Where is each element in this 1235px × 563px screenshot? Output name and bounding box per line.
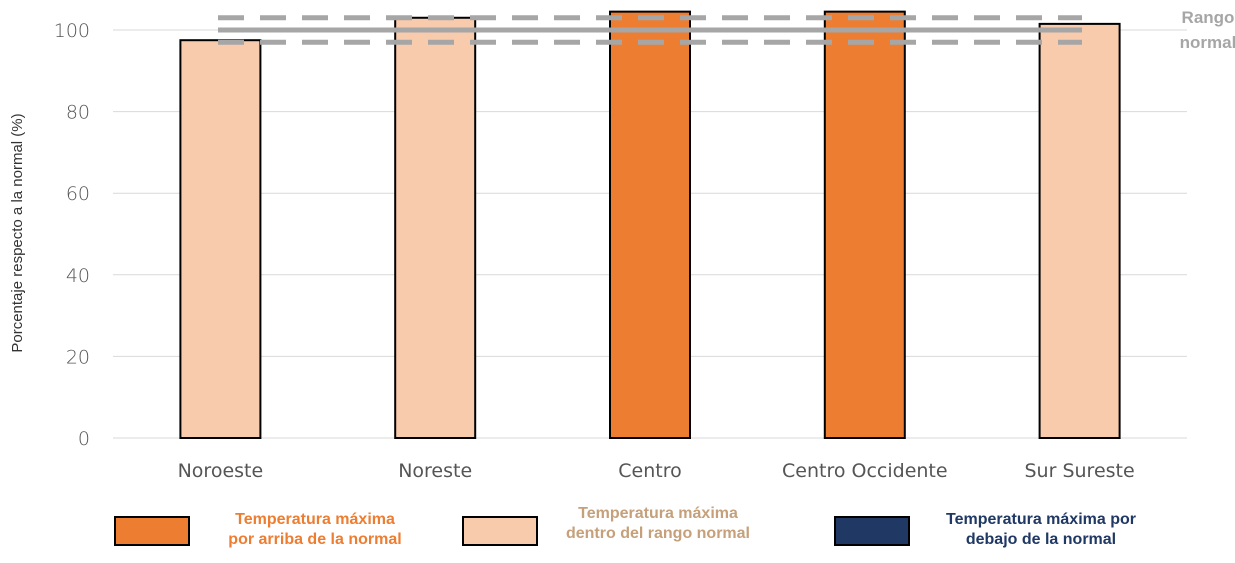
bar [1038,22,1121,439]
legend-label-debajo-line2: debajo de la normal [965,531,1117,548]
legend-label-debajo-line1: Temperatura máxima por [946,511,1136,528]
legend-label-dentro: Temperatura máxima dentro del rango norm… [538,504,778,544]
x-axis-categories: Noroeste Noreste Centro Centro Occidente Sur… [178,460,1135,482]
x-category-label: Noreste [398,460,472,482]
normal-range-band [218,15,1082,45]
legend-label-arriba: Temperatura máxima por arriba de la norm… [200,510,430,550]
x-category-label: Sur Sureste [1025,460,1135,482]
y-axis-label: Porcentaje respecto a la normal (%) [9,113,26,352]
normal-range-label-line2: normal [1180,33,1235,52]
legend-swatch-debajo [834,516,910,546]
normal-range-label-line1: Rango [1182,8,1235,27]
x-category-label: Centro [618,460,681,482]
legend-label-arriba-line1: Temperatura máxima [235,511,395,528]
y-tick-label: 60 [66,183,90,205]
legend-label-dentro-line1: Temperatura máxima [578,505,738,522]
y-tick-label: 40 [66,265,90,287]
y-axis-ticks: 0 20 40 60 80 100 [54,20,90,450]
x-category-label: Centro Occidente [782,460,948,482]
y-tick-label: 20 [66,346,90,368]
bar [394,16,477,439]
y-tick-label: 80 [66,102,90,124]
legend-item-debajo: Temperatura máxima por debajo de la norm… [834,508,1174,558]
bars [179,10,1121,439]
y-tick-label: 100 [54,20,90,42]
bar [609,10,691,439]
x-category-label: Noroeste [178,460,264,482]
bar [179,39,262,439]
bar [823,10,906,439]
legend-swatch-dentro [462,516,538,546]
y-tick-label: 0 [78,428,90,450]
legend-label-dentro-line2: dentro del rango normal [565,525,750,542]
legend-label-arriba-line2: por arriba de la normal [228,531,402,548]
legend-item-dentro: Temperatura máxima dentro del rango norm… [462,505,802,558]
legend-item-arriba: Temperatura máxima por arriba de la norm… [114,508,444,558]
legend-label-debajo: Temperatura máxima por debajo de la norm… [916,510,1166,550]
legend-swatch-arriba [114,516,190,546]
